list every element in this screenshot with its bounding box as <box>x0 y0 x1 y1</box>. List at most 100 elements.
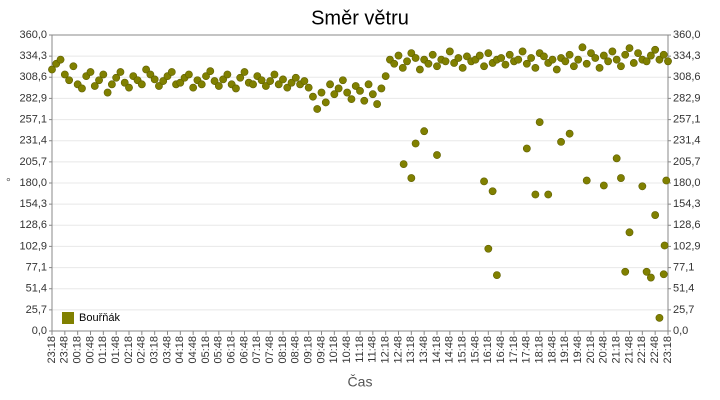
point <box>60 70 69 79</box>
x-tick-label: 17:48 <box>521 336 533 364</box>
y-tick-label: 25,7 <box>26 304 47 316</box>
x-tick-label: 05:48 <box>213 336 225 364</box>
x-tick-label: 20:18 <box>585 336 597 364</box>
point <box>107 80 116 89</box>
point <box>377 84 386 93</box>
point <box>527 54 536 62</box>
point <box>287 78 296 87</box>
x-tick-label: 06:48 <box>238 336 250 364</box>
x-tick-label: 02:48 <box>136 336 148 364</box>
x-tick-label: 13:48 <box>418 336 430 364</box>
point <box>424 59 433 68</box>
y2-tick-label: 128,6 <box>673 219 701 231</box>
point <box>415 65 424 74</box>
point <box>612 154 621 163</box>
point <box>518 47 527 56</box>
x-tick-label: 23:48 <box>59 336 71 364</box>
point <box>565 50 574 59</box>
point <box>582 59 591 68</box>
point <box>578 43 587 52</box>
point <box>257 76 266 85</box>
x-tick-label: 09:48 <box>315 336 327 364</box>
y2-tick-label: 102,9 <box>673 240 701 252</box>
point <box>655 55 664 64</box>
x-tick-label: 19:48 <box>572 336 584 364</box>
point <box>638 182 647 191</box>
point <box>266 77 275 85</box>
y-tick-label: 0,0 <box>32 325 47 337</box>
point <box>552 65 561 74</box>
y2-tick-label: 25,7 <box>673 304 694 316</box>
point <box>497 54 506 62</box>
point <box>617 62 625 71</box>
point <box>445 47 454 56</box>
point <box>394 51 403 60</box>
x-tick-label: 02:18 <box>123 336 135 364</box>
x-tick-label: 06:18 <box>226 336 238 364</box>
x-tick-label: 19:18 <box>559 336 571 364</box>
y2-tick-label: 51,4 <box>673 283 694 295</box>
point <box>522 59 531 68</box>
y2-tick-label: 308,6 <box>673 71 701 83</box>
point <box>95 76 103 85</box>
point <box>420 127 429 136</box>
point <box>659 270 668 279</box>
point <box>662 176 671 185</box>
point <box>514 55 523 64</box>
point <box>56 55 65 64</box>
point <box>210 77 219 85</box>
x-tick-label: 07:48 <box>264 336 276 364</box>
point <box>167 68 176 76</box>
x-tick-label: 03:48 <box>161 336 173 364</box>
y-tick-label: 128,6 <box>19 219 47 231</box>
point <box>274 80 283 89</box>
point <box>565 129 574 138</box>
point <box>433 151 441 159</box>
point <box>197 80 206 89</box>
y-tick-label: 102,9 <box>19 240 47 252</box>
x-tick-label: 03:18 <box>149 336 161 364</box>
point <box>582 176 591 185</box>
point <box>475 51 484 60</box>
point <box>595 63 604 72</box>
point <box>625 228 634 237</box>
point <box>90 82 99 90</box>
point <box>112 73 121 82</box>
point <box>120 78 129 87</box>
y2-tick-label: 360,0 <box>673 29 701 41</box>
point <box>441 57 450 66</box>
point <box>232 84 240 93</box>
point <box>651 211 660 219</box>
point <box>617 174 625 182</box>
x-tick-label: 11:48 <box>367 336 379 363</box>
y2-tick-label: 257,1 <box>673 114 701 126</box>
point <box>411 139 420 148</box>
x-tick-label: 15:18 <box>457 336 469 364</box>
point <box>334 84 343 93</box>
point <box>313 105 322 113</box>
point <box>219 75 228 84</box>
point <box>189 83 198 92</box>
point <box>403 57 411 66</box>
point <box>608 47 617 56</box>
point <box>642 267 651 276</box>
point <box>531 63 540 72</box>
point <box>309 92 317 101</box>
point <box>184 70 193 79</box>
point <box>223 70 232 79</box>
point <box>574 55 583 64</box>
point <box>125 83 133 92</box>
point <box>480 177 488 186</box>
point <box>463 52 471 61</box>
x-axis-label: Čas <box>348 374 373 390</box>
point <box>381 72 390 81</box>
point <box>398 63 407 72</box>
point <box>621 267 630 276</box>
point <box>484 244 493 253</box>
y2-tick-label: 334,3 <box>673 50 701 62</box>
y2-tick-label: 0,0 <box>673 325 688 337</box>
x-tick-label: 01:48 <box>110 336 122 364</box>
y-tick-label: 308,6 <box>19 71 47 83</box>
y-tick-label: 77,1 <box>26 262 47 274</box>
